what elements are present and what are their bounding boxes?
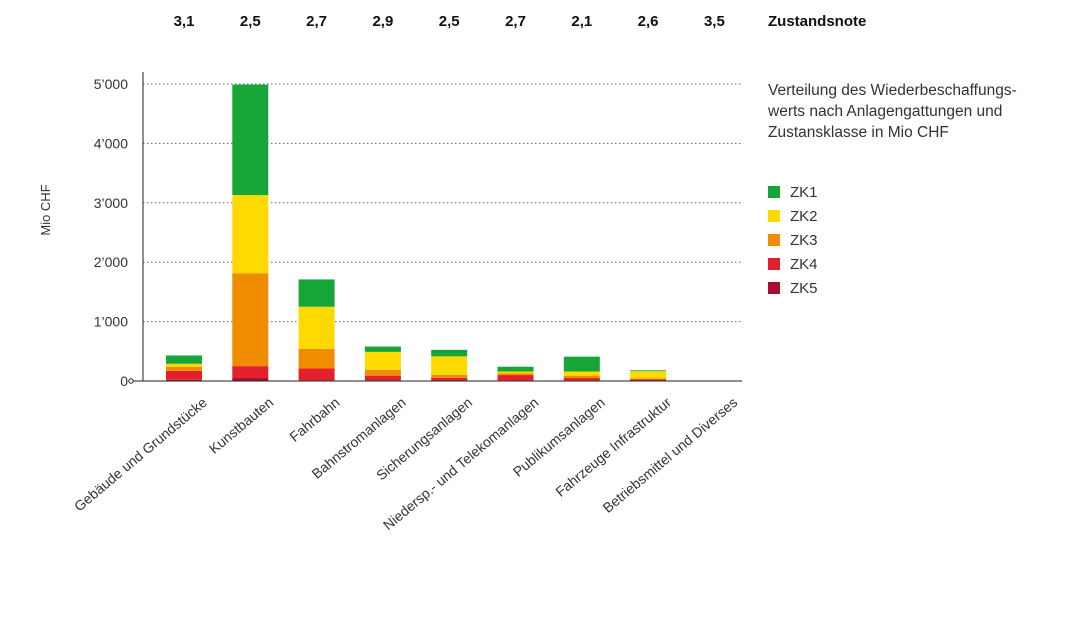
bar-segment-zk1	[166, 355, 202, 364]
legend-swatch	[768, 210, 780, 222]
bar-segment-zk3	[298, 348, 335, 369]
bar-segment-zk2	[497, 371, 534, 374]
condition-score: 2,7	[306, 13, 327, 30]
bar-segment-zk3	[232, 273, 269, 367]
bar-segment-zk4	[298, 368, 335, 381]
description-line: Zustansklasse in Mio CHF	[768, 124, 949, 141]
bar-segment-zk5	[232, 378, 269, 381]
y-tick-label: 5’000	[94, 76, 128, 92]
chart-description: Verteilung des Wiederbeschaffungs- werts…	[768, 80, 1078, 143]
bar-segment-zk4	[563, 378, 600, 381]
condition-score: 3,5	[704, 13, 725, 30]
legend-item-zk1: ZK1	[768, 180, 818, 204]
bar-segment-zk2	[563, 371, 600, 376]
legend-swatch	[768, 186, 780, 198]
bar-segment-zk2	[431, 356, 468, 375]
bar-segment-zk3	[497, 373, 534, 376]
condition-score: 2,9	[372, 13, 393, 30]
bar-segment-zk2	[298, 306, 335, 349]
legend-item-zk5: ZK5	[768, 276, 818, 300]
bar-segment-zk4	[166, 370, 202, 380]
y-axis-label: Mio CHF	[38, 184, 53, 235]
legend-item-zk3: ZK3	[768, 228, 818, 252]
bar-segment-zk1	[431, 349, 468, 357]
y-tick-label: 4’000	[94, 135, 128, 151]
bar-segment-zk2	[166, 363, 202, 367]
condition-score: 2,5	[240, 13, 261, 30]
condition-score: 2,1	[571, 13, 592, 30]
bar-segment-zk2	[232, 195, 269, 274]
category-label: Betriebsmittel und Diverses	[600, 394, 741, 516]
bar-segment-zk4	[431, 377, 468, 381]
condition-score: 2,7	[505, 13, 526, 30]
description-line: Verteilung des Wiederbeschaffungs-	[768, 82, 1017, 99]
bar-segment-zk5	[166, 379, 202, 381]
bar-segment-zk1	[497, 366, 534, 372]
legend-label: ZK3	[790, 231, 818, 249]
condition-header: Zustandsnote	[768, 13, 866, 30]
condition-score: 2,6	[638, 13, 659, 30]
bar-segment-zk3	[630, 378, 667, 380]
description-line: werts nach Anlagengattungen und	[768, 103, 1003, 120]
condition-score: 3,1	[174, 13, 195, 30]
axis-origin-marker	[128, 378, 134, 384]
bar-segment-zk1	[563, 356, 600, 372]
y-tick-label: 1’000	[94, 314, 128, 330]
bar-segment-zk3	[563, 375, 600, 379]
bar-segment-zk1	[364, 346, 401, 352]
legend-swatch	[768, 258, 780, 270]
y-tick-label: 2’000	[94, 254, 128, 270]
condition-score: 2,5	[439, 13, 460, 30]
category-label: Kunstbauten	[206, 394, 277, 457]
legend-label: ZK5	[790, 279, 818, 297]
bar-segment-zk2	[364, 351, 401, 370]
category-label: Gebäude und Grundstücke	[71, 394, 210, 514]
category-label: Fahrbahn	[286, 394, 342, 445]
legend-label: ZK1	[790, 183, 818, 201]
legend-swatch	[768, 282, 780, 294]
bar-segment-zk1	[232, 84, 269, 196]
legend-item-zk2: ZK2	[768, 204, 818, 228]
bar-segment-zk2	[630, 371, 667, 379]
legend: ZK1 ZK2 ZK3 ZK4 ZK5	[768, 180, 818, 300]
bar-segment-zk4	[232, 366, 269, 379]
category-label: Fahrzeuge Infrastruktur	[552, 394, 674, 500]
bar-segment-zk4	[630, 379, 667, 381]
bar-segment-zk3	[431, 374, 468, 378]
bar-segment-zk3	[166, 366, 202, 371]
bar-segment-zk4	[364, 375, 401, 381]
legend-label: ZK4	[790, 255, 818, 273]
bar-segment-zk1	[298, 279, 335, 307]
bar-segment-zk1	[630, 370, 667, 372]
legend-item-zk4: ZK4	[768, 252, 818, 276]
bar-segment-zk3	[364, 369, 401, 376]
legend-swatch	[768, 234, 780, 246]
legend-label: ZK2	[790, 207, 818, 225]
y-tick-label: 3’000	[94, 195, 128, 211]
bar-segment-zk4	[497, 375, 534, 381]
y-tick-label: 0	[120, 373, 128, 389]
